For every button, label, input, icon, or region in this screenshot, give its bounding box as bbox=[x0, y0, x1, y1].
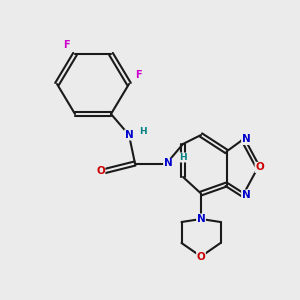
Text: O: O bbox=[196, 251, 206, 262]
Text: F: F bbox=[63, 40, 69, 50]
Text: O: O bbox=[255, 162, 264, 172]
Text: N: N bbox=[196, 214, 206, 224]
Text: N: N bbox=[124, 130, 134, 140]
Text: F: F bbox=[135, 70, 141, 80]
Text: H: H bbox=[139, 128, 146, 136]
Text: N: N bbox=[164, 158, 172, 169]
Text: O: O bbox=[96, 166, 105, 176]
Text: N: N bbox=[242, 134, 250, 145]
Text: N: N bbox=[242, 190, 250, 200]
Text: H: H bbox=[179, 153, 187, 162]
